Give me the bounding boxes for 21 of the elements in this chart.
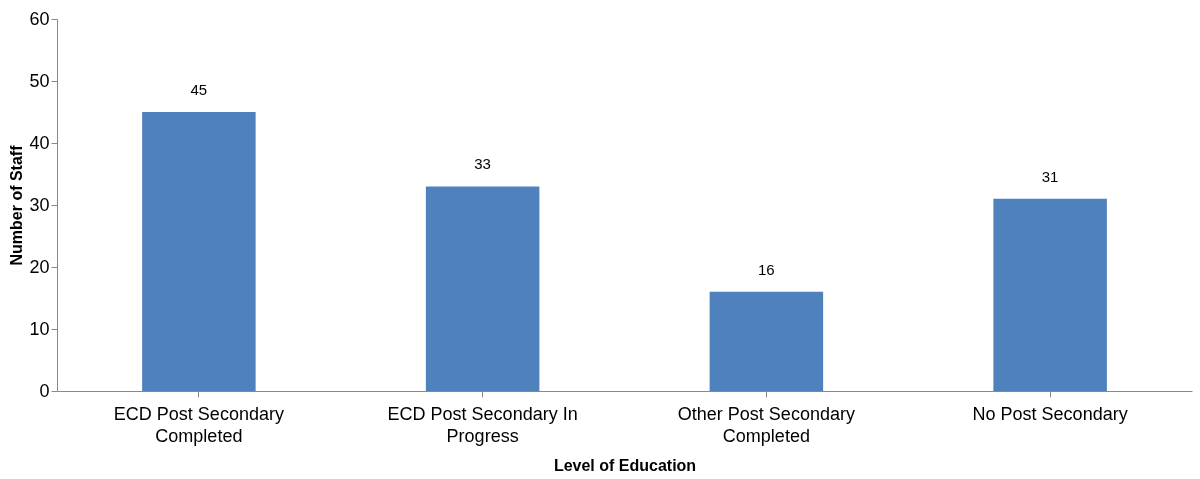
y-tick-label: 50 [29, 70, 50, 91]
data-label: 16 [758, 260, 775, 278]
bar [709, 291, 824, 391]
y-axis-title: Number of Staff [8, 144, 26, 266]
bar [142, 112, 256, 391]
bar [993, 198, 1107, 391]
data-label: 31 [1041, 167, 1059, 185]
x-tick-label: No Post Secondary [972, 403, 1128, 424]
y-tick-label: 10 [29, 318, 50, 339]
bar [425, 186, 540, 391]
data-label: 45 [190, 81, 208, 98]
data-label: 33 [474, 155, 491, 173]
x-tick-label: Other Post Secondary Completed [677, 403, 855, 446]
y-tick-label: 60 [29, 8, 50, 29]
y-tick-label: 0 [39, 380, 50, 401]
x-tick-label: ECD Post Secondary Completed [113, 403, 284, 446]
y-tick-label: 30 [29, 194, 50, 215]
x-axis-title: Level of Education [553, 456, 697, 474]
x-tick-label: ECD Post Secondary In Progress [387, 403, 578, 446]
y-tick-label: 20 [29, 256, 50, 277]
y-tick-label: 40 [29, 132, 50, 153]
